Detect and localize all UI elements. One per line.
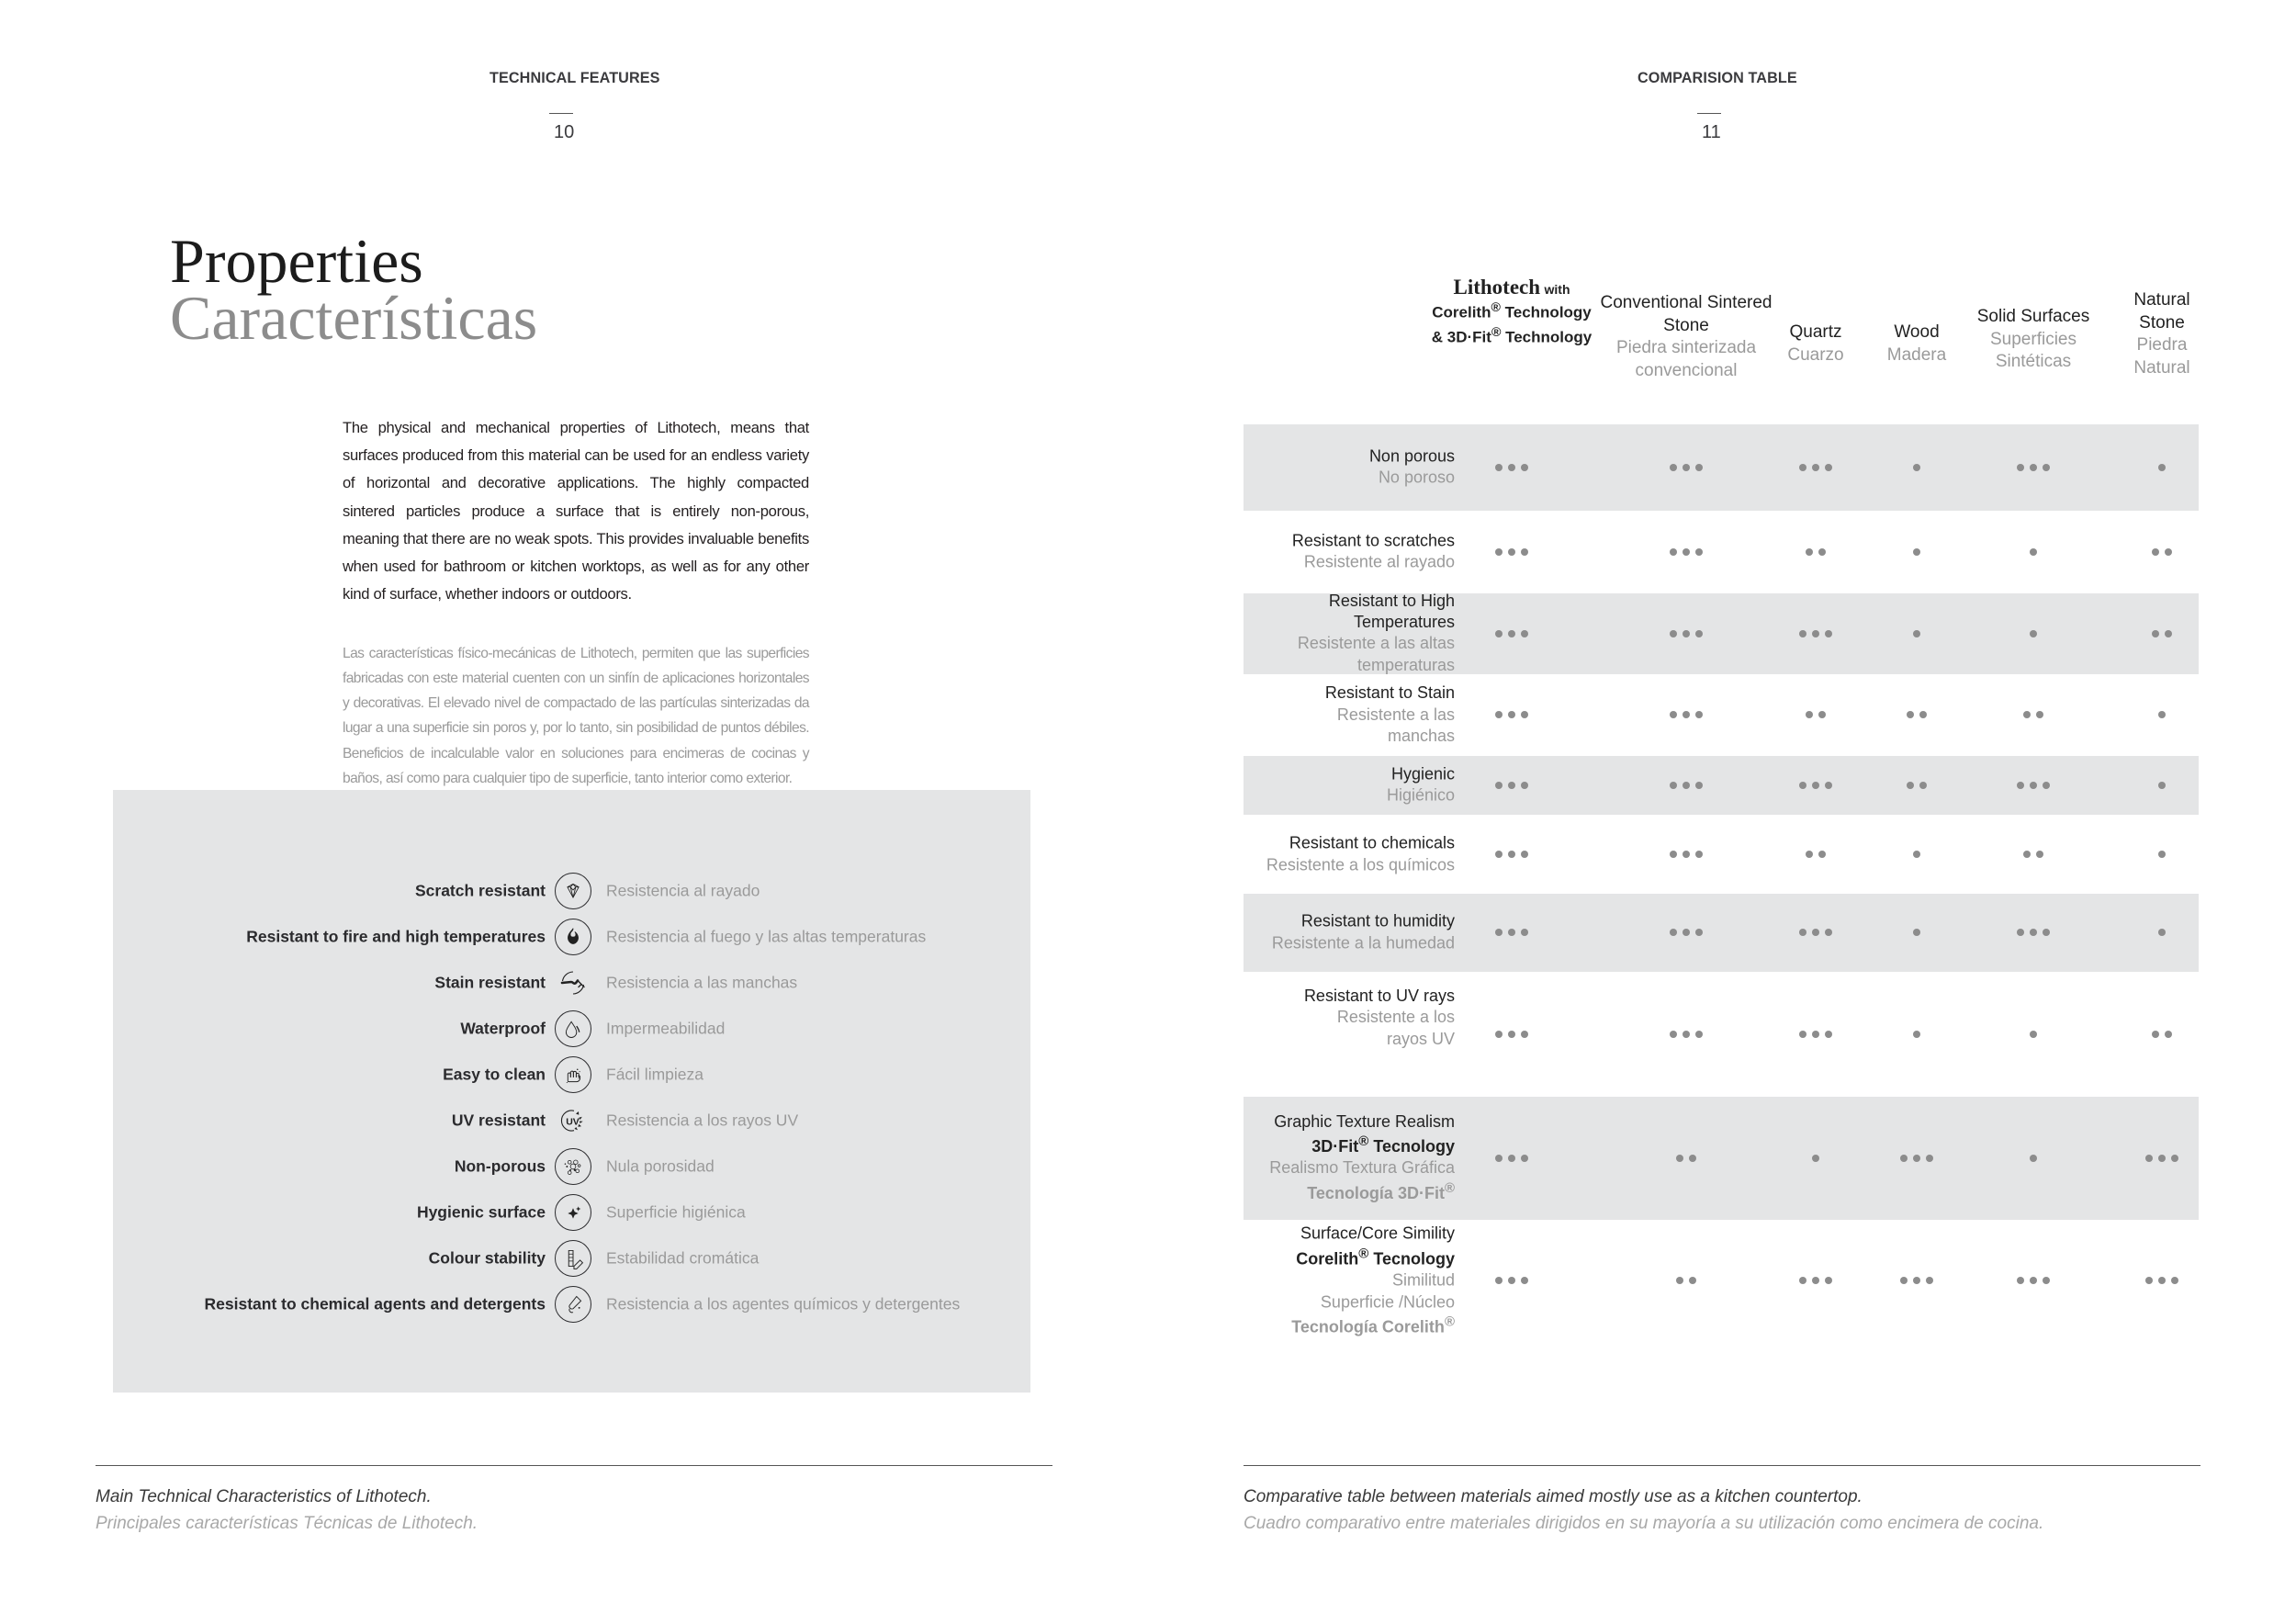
svg-text:UV: UV [566, 1117, 580, 1128]
